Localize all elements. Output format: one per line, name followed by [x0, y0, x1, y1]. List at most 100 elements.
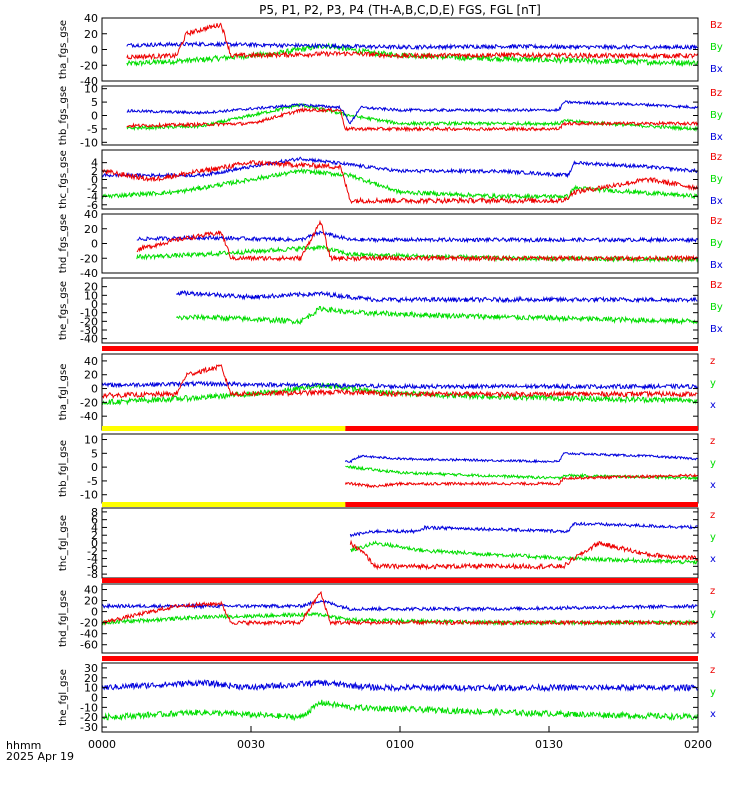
legend-entry: z: [710, 436, 715, 447]
legend-entry: y: [710, 687, 716, 698]
y-tick-label: -10: [80, 701, 98, 714]
y-axis-label: tha_fgl_gse: [58, 364, 69, 421]
series-line-thb_fgs-z: [126, 106, 698, 133]
panel-frame: [101, 662, 699, 733]
legend-entry: Bx: [710, 324, 723, 335]
flag-bar-segment: [102, 656, 698, 661]
y-tick-label: -40: [80, 75, 98, 88]
x-tick-label: 0200: [684, 738, 712, 751]
series-line-tha_fgl-z: [102, 364, 698, 400]
panel-thc_fgs: 420-2-4-6 thc_fgs_gse Bz By Bx: [58, 149, 723, 212]
y-tick-label: 10: [84, 434, 98, 447]
series-line-thc_fgs-x: [102, 156, 698, 179]
y-tick-label: 10: [84, 682, 98, 695]
series-line-thc_fgs-y: [102, 167, 698, 201]
y-tick-label: 5: [91, 447, 98, 460]
y-tick-label: 40: [84, 208, 98, 221]
x-tick-label: 0130: [535, 738, 563, 751]
series-line-tha_fgs-x: [126, 40, 698, 51]
series-line-thb_fgl-z: [344, 473, 698, 489]
panel-thd_fgs: 40 20 0-20 -40 thd_fgs_gse Bz By Bx: [58, 208, 723, 280]
y-tick-label: -20: [80, 315, 98, 328]
flag-bar-segment: [102, 426, 346, 431]
series-line-the_fgl-x: [102, 679, 698, 693]
x-tick-label: 0000: [88, 738, 116, 751]
y-tick-label: -10: [80, 136, 98, 149]
legend-entry: By: [710, 174, 723, 185]
y-tick-label: 0: [91, 692, 98, 705]
series-line-thb_fgl-x: [344, 451, 698, 464]
y-tick-label: 6: [91, 514, 98, 527]
panel-tha_fgs: 40 20 0 -20 -40 tha_fgs_gse Bz By Bx: [58, 12, 723, 88]
series-line-thc_fgl-x: [349, 521, 698, 538]
y-tick-label: -60: [80, 639, 98, 652]
y-tick-label: 20: [84, 369, 98, 382]
legend-entry: Bz: [710, 216, 722, 227]
legend-entry: Bx: [710, 260, 723, 271]
panel-lines: [344, 451, 698, 489]
series-line-the_fgs-x: [176, 290, 698, 304]
panel-frame: [101, 433, 699, 504]
y-tick-label: 0: [91, 238, 98, 251]
y-tick-label: -40: [80, 628, 98, 641]
panel-lines: [102, 364, 698, 406]
flag-bar-segment: [102, 346, 698, 351]
legend-entry: z: [710, 586, 715, 597]
footer-date-label: 2025 Apr 19: [6, 750, 74, 763]
y-tick-label: 0: [91, 383, 98, 396]
y-axis-label: thd_fgs_gse: [58, 214, 69, 273]
y-tick-label: 8: [91, 506, 98, 519]
x-axis: 0000 0030 0100 0130 0200: [88, 726, 712, 751]
series-line-tha_fgs-z: [126, 22, 698, 61]
y-tick-label: 0: [91, 537, 98, 550]
legend-entry: y: [710, 378, 716, 389]
series-line-thb_fgs-y: [126, 103, 698, 132]
y-tick-label: 5: [91, 96, 98, 109]
legend-entry: Bz: [710, 88, 722, 99]
panel-lines: [176, 290, 698, 326]
chart-title: P5, P1, P2, P3, P4 (TH-A,B,C,D,E) FGS, F…: [259, 3, 541, 17]
y-tick-label: 20: [84, 223, 98, 236]
y-axis-label: the_fgs_gse: [58, 281, 69, 340]
flag-bar-segment: [102, 502, 346, 507]
y-tick-label: -40: [80, 333, 98, 346]
legend-entry: Bz: [710, 152, 722, 163]
y-axis-label: the_fgl_gse: [58, 669, 69, 726]
series-line-tha_fgl-x: [102, 379, 698, 391]
y-tick-label: -20: [80, 396, 98, 409]
y-tick-label: -30: [80, 721, 98, 734]
legend-entry: By: [710, 42, 723, 53]
y-tick-label: -10: [80, 489, 98, 502]
series-line-thc_fgl-z: [349, 539, 698, 571]
flag-bar-segment: [345, 426, 698, 431]
legend-entry: x: [710, 709, 716, 720]
series-line-the_fgl-y: [102, 699, 698, 722]
series-line-thc_fgs-z: [102, 159, 698, 205]
series-line-tha_fgs-y: [126, 42, 698, 68]
legend-entry: x: [710, 630, 716, 641]
legend-entry: z: [710, 510, 715, 521]
y-axis-label: thd_fgl_gse: [58, 590, 69, 647]
y-tick-label: -4: [87, 553, 98, 566]
panel-lines: [102, 679, 698, 722]
y-tick-label: 0: [91, 44, 98, 57]
y-tick-label: 0: [91, 110, 98, 123]
y-tick-label: 40: [84, 355, 98, 368]
legend-entry: x: [710, 554, 716, 565]
legend-entry: x: [710, 480, 716, 491]
legend-entry: By: [710, 110, 723, 121]
y-tick-label: 0: [91, 606, 98, 619]
y-tick-label: -5: [87, 123, 98, 136]
panel-frame: [101, 213, 699, 274]
y-tick-label: 10: [84, 83, 98, 96]
legend-entry: x: [710, 400, 716, 411]
y-tick-label: -40: [80, 267, 98, 280]
y-tick-label: -20: [80, 617, 98, 630]
y-tick-label: -2: [87, 182, 98, 195]
series-line-tha_fgl-y: [102, 381, 698, 406]
